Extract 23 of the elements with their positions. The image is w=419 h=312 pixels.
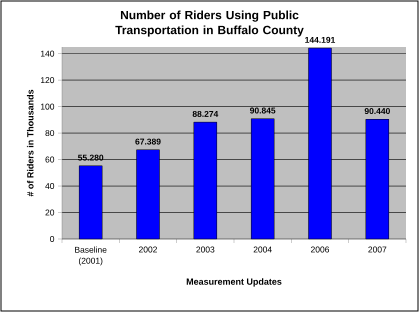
y-axis-title: # of Riders in Thousands — [26, 90, 34, 196]
y-tick-label: 20 — [45, 210, 54, 216]
x-axis-title: Measurement Updates — [186, 278, 282, 287]
data-label: 88.274 — [192, 110, 218, 117]
data-label: 67.389 — [135, 138, 161, 145]
y-tick-label: 140 — [40, 50, 54, 57]
x-tick-label: 2006 — [311, 246, 330, 253]
data-label: 55.280 — [78, 154, 104, 161]
y-tick-label: 40 — [45, 183, 54, 190]
x-tick-label: Baseline (2001) — [75, 246, 107, 266]
data-label: 90.845 — [250, 108, 276, 114]
x-tick-label: 2004 — [254, 246, 272, 253]
x-tick-label: 2002 — [139, 246, 157, 253]
y-tick-label: 80 — [45, 130, 54, 136]
data-label: 144.191 — [305, 36, 336, 43]
x-tick-label: 2003 — [196, 246, 214, 253]
y-tick-label: 100 — [40, 104, 54, 110]
x-tick-label: 2007 — [368, 246, 386, 253]
y-tick-label: 120 — [40, 77, 54, 84]
y-tick-label: 60 — [46, 156, 54, 163]
chart-title: Number of Riders Using Public Transportation in Buffalo County — [115, 10, 304, 37]
data-label: 90.440 — [364, 108, 390, 114]
y-tick-label: 0 — [50, 236, 54, 242]
